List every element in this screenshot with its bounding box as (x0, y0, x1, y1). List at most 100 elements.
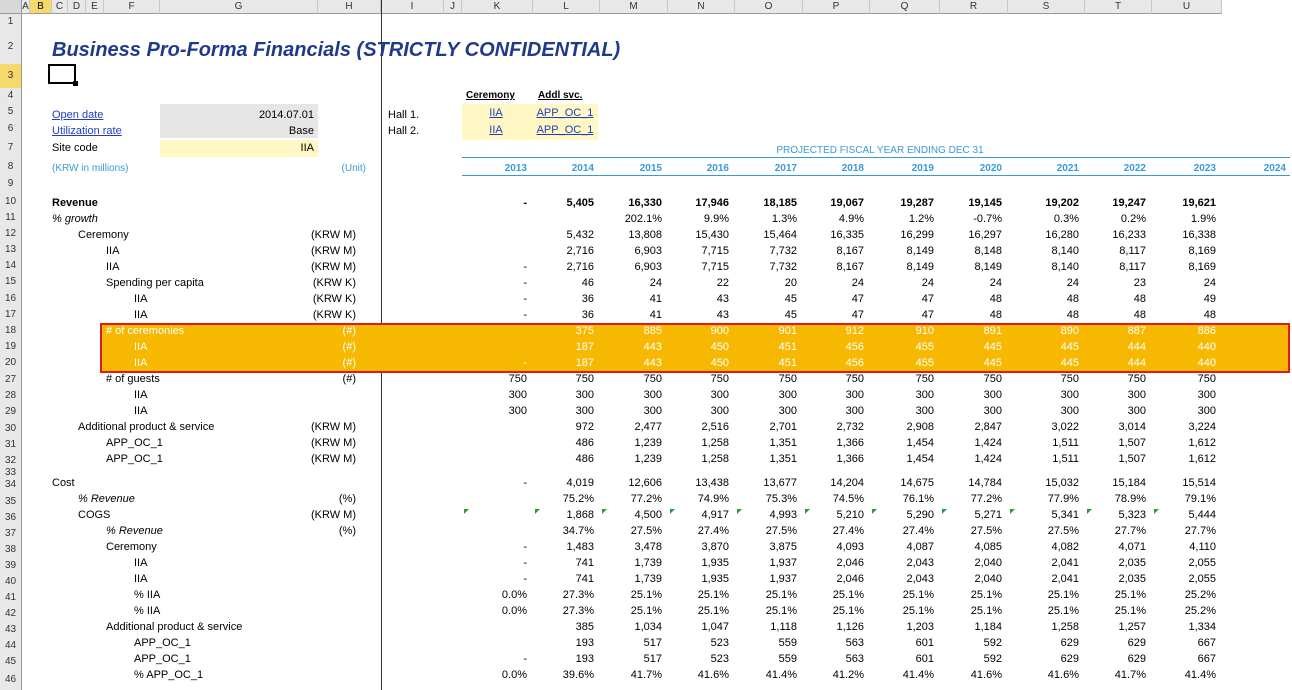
value-cell[interactable]: 41 (649, 293, 662, 305)
row-header-43[interactable]: 43 (0, 622, 22, 638)
row-header-3[interactable]: 3 (0, 64, 22, 88)
value-cell[interactable]: 4,082 (1051, 541, 1079, 553)
value-cell[interactable]: 5,290 (906, 509, 934, 521)
value-cell[interactable]: 24 (851, 277, 864, 289)
column-header-n[interactable]: N (668, 0, 735, 14)
value-cell[interactable]: 455 (915, 341, 934, 353)
row-header-5[interactable]: 5 (0, 104, 22, 120)
value-cell[interactable]: 0.0% (501, 669, 527, 681)
value-cell[interactable]: 440 (1197, 341, 1216, 353)
row-header-36[interactable]: 36 (0, 510, 22, 526)
row-header-14[interactable]: 14 (0, 258, 22, 274)
value-cell[interactable]: - (523, 261, 527, 273)
value-cell[interactable]: 16,335 (830, 229, 864, 241)
value-cell[interactable]: 25.1% (832, 605, 864, 617)
hall2-ceremony[interactable]: IIA (489, 124, 503, 136)
value-cell[interactable]: 75.2% (562, 493, 594, 505)
value-cell[interactable]: 300 (915, 389, 934, 401)
value-cell[interactable]: 750 (778, 373, 797, 385)
error-indicator-icon[interactable] (464, 509, 469, 514)
value-cell[interactable]: 25.1% (1047, 605, 1079, 617)
value-cell[interactable]: 2,043 (906, 557, 934, 569)
value-cell[interactable]: 2,908 (906, 421, 934, 433)
row-unit[interactable]: (KRW M) (310, 437, 356, 449)
value-cell[interactable]: 1,511 (1052, 453, 1079, 465)
value-cell[interactable]: 601 (915, 653, 934, 665)
row-unit[interactable]: (KRW K) (312, 309, 356, 321)
value-cell[interactable]: 7,732 (769, 261, 797, 273)
value-cell[interactable]: 629 (1060, 653, 1079, 665)
value-cell[interactable]: 444 (1127, 357, 1146, 369)
value-cell[interactable]: 13,677 (763, 477, 797, 489)
value-cell[interactable]: 486 (575, 437, 594, 449)
value-cell[interactable]: 885 (643, 325, 662, 337)
row-unit[interactable]: (%) (338, 525, 356, 537)
value-cell[interactable]: 48 (1133, 309, 1146, 321)
value-cell[interactable]: 300 (1197, 389, 1216, 401)
value-cell[interactable]: 3,014 (1118, 421, 1146, 433)
value-cell[interactable]: 24 (989, 277, 1002, 289)
error-indicator-icon[interactable] (602, 509, 607, 514)
value-cell[interactable]: 36 (581, 293, 594, 305)
row-label[interactable]: APP_OC_1 (106, 453, 163, 465)
value-cell[interactable]: 24 (921, 277, 934, 289)
row-unit[interactable]: (KRW M) (310, 421, 356, 433)
value-cell[interactable]: 300 (915, 405, 934, 417)
row-header-4[interactable]: 4 (0, 88, 22, 104)
value-cell[interactable]: 443 (643, 357, 662, 369)
column-header-s[interactable]: S (1008, 0, 1085, 14)
value-cell[interactable]: 8,117 (1119, 245, 1146, 257)
value-cell[interactable]: 2,046 (836, 557, 864, 569)
value-cell[interactable]: 3,224 (1188, 421, 1216, 433)
value-cell[interactable]: 445 (1060, 341, 1079, 353)
row-header-30[interactable]: 30 (0, 420, 22, 437)
value-cell[interactable]: 16,338 (1182, 229, 1216, 241)
row-label[interactable]: COGS (78, 509, 111, 521)
value-cell[interactable]: 27.5% (1047, 525, 1079, 537)
hall1-addl[interactable]: APP_OC_1 (536, 107, 594, 119)
value-cell[interactable]: - (523, 477, 527, 489)
value-cell[interactable]: 5,405 (566, 197, 594, 209)
value-cell[interactable]: 27.3% (562, 605, 594, 617)
value-cell[interactable]: 25.1% (697, 589, 729, 601)
value-cell[interactable]: 1,739 (634, 557, 662, 569)
value-cell[interactable]: 27.3% (562, 589, 594, 601)
row-label[interactable]: Spending per capita (106, 277, 204, 289)
active-cell-b3[interactable] (48, 64, 76, 84)
value-cell[interactable]: 25.1% (630, 589, 662, 601)
value-cell[interactable]: 456 (845, 341, 864, 353)
growth-value-cell[interactable]: 0.3% (1053, 213, 1079, 225)
value-cell[interactable]: 3,875 (769, 541, 797, 553)
value-cell[interactable]: 41.2% (832, 669, 864, 681)
value-cell[interactable]: 41.6% (697, 669, 729, 681)
value-cell[interactable]: 300 (1197, 405, 1216, 417)
value-cell[interactable]: 78.9% (1114, 493, 1146, 505)
value-cell[interactable]: 8,167 (836, 261, 864, 273)
value-cell[interactable]: 456 (845, 357, 864, 369)
value-cell[interactable]: 19,621 (1182, 197, 1216, 209)
value-cell[interactable]: 750 (575, 373, 594, 385)
value-cell[interactable]: 13,438 (695, 477, 729, 489)
value-cell[interactable]: 523 (710, 637, 729, 649)
value-cell[interactable]: 48 (1203, 309, 1216, 321)
value-cell[interactable]: 45 (784, 309, 797, 321)
row-header-38[interactable]: 38 (0, 542, 22, 558)
column-header-c[interactable]: C (52, 0, 68, 14)
value-cell[interactable]: 300 (778, 405, 797, 417)
value-cell[interactable]: 4,500 (634, 509, 662, 521)
value-cell[interactable]: - (523, 197, 527, 209)
value-cell[interactable]: 300 (845, 405, 864, 417)
row-unit[interactable]: (#) (342, 341, 356, 353)
value-cell[interactable]: 77.9% (1047, 493, 1079, 505)
value-cell[interactable]: 8,167 (836, 245, 864, 257)
row-header-6[interactable]: 6 (0, 120, 22, 137)
value-cell[interactable]: 1,334 (1188, 621, 1216, 633)
value-cell[interactable]: 18,185 (763, 197, 797, 209)
value-cell[interactable]: 750 (710, 373, 729, 385)
value-cell[interactable]: - (523, 309, 527, 321)
row-header-19[interactable]: 19 (0, 339, 22, 355)
row-label[interactable]: IIA (134, 309, 148, 321)
value-cell[interactable]: 1,258 (1051, 621, 1079, 633)
error-indicator-icon[interactable] (670, 509, 675, 514)
row-header-2[interactable]: 2 (0, 30, 22, 64)
